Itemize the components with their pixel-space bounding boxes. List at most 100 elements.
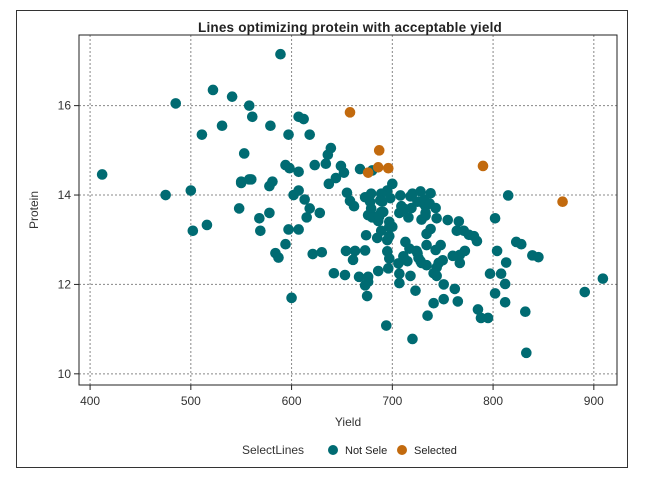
point-not-selected	[293, 185, 304, 196]
point-not-selected	[284, 162, 295, 174]
point-not-selected	[394, 268, 405, 279]
point-not-selected	[437, 254, 449, 266]
point-not-selected	[299, 194, 310, 205]
point-not-selected	[233, 203, 245, 214]
point-selected	[382, 162, 394, 174]
point-not-selected	[407, 333, 418, 345]
point-not-selected	[364, 196, 376, 208]
point-not-selected	[338, 167, 350, 178]
point-not-selected	[579, 286, 591, 298]
point-not-selected	[265, 120, 276, 132]
point-not-selected	[421, 239, 432, 251]
point-not-selected	[387, 221, 398, 233]
point-not-selected	[447, 250, 459, 262]
point-not-selected	[298, 113, 309, 125]
chart-title: Lines optimizing protein with acceptable…	[198, 20, 502, 35]
point-selected	[557, 196, 568, 208]
point-not-selected	[322, 149, 334, 161]
point-not-selected	[353, 271, 365, 283]
y-tick-label: 16	[58, 99, 72, 113]
point-not-selected	[395, 190, 406, 201]
point-not-selected	[394, 277, 405, 289]
x-tick-label: 600	[282, 394, 302, 408]
point-not-selected	[255, 225, 266, 237]
point-not-selected	[385, 192, 396, 204]
legend-label-selected: Selected	[414, 445, 457, 457]
point-not-selected	[301, 212, 312, 223]
point-not-selected	[475, 312, 487, 324]
point-not-selected	[489, 212, 501, 224]
point-not-selected	[359, 245, 371, 256]
x-axis-label: Yield	[335, 415, 361, 429]
chart-frame	[16, 10, 628, 468]
x-tick-label: 800	[483, 394, 503, 408]
point-not-selected	[454, 257, 466, 269]
y-axis: 10 12 14 16	[58, 99, 79, 381]
point-not-selected	[430, 202, 441, 214]
point-selected	[373, 145, 385, 156]
point-not-selected	[170, 98, 182, 109]
point-not-selected	[472, 304, 484, 315]
point-not-selected	[323, 178, 335, 190]
point-not-selected	[399, 203, 410, 215]
y-tick-label: 12	[58, 277, 72, 291]
x-tick-label: 700	[382, 394, 402, 408]
point-not-selected	[246, 111, 258, 123]
legend-marker-selected	[397, 445, 407, 455]
y-axis-label: Protein	[27, 191, 41, 229]
point-not-selected	[430, 244, 441, 256]
point-not-selected	[393, 258, 404, 269]
point-not-selected	[499, 297, 511, 308]
point-not-selected	[489, 288, 501, 299]
point-not-selected	[499, 278, 511, 290]
legend: SelectLines Not Sele Selected	[242, 443, 457, 457]
point-not-selected	[264, 207, 275, 219]
point-not-selected	[520, 306, 531, 317]
point-not-selected	[361, 290, 373, 302]
point-not-selected	[421, 228, 432, 240]
point-selected	[477, 160, 489, 172]
x-tick-label: 500	[181, 394, 201, 408]
point-not-selected	[187, 225, 199, 237]
point-not-selected	[340, 245, 352, 257]
point-not-selected	[495, 268, 507, 279]
point-not-selected	[307, 248, 319, 260]
point-not-selected	[428, 297, 439, 309]
point-selected	[344, 107, 356, 118]
point-not-selected	[283, 129, 294, 140]
point-not-selected	[403, 212, 414, 223]
point-not-selected	[360, 229, 372, 241]
point-not-selected	[449, 283, 461, 295]
point-not-selected	[160, 189, 171, 201]
point-not-selected	[415, 186, 426, 197]
point-not-selected	[365, 188, 377, 199]
x-tick-label: 900	[584, 394, 604, 408]
point-not-selected	[347, 254, 359, 266]
point-not-selected	[293, 224, 304, 235]
legend-label-not-selected: Not Sele	[345, 445, 387, 457]
data-points	[96, 48, 609, 359]
point-not-selected	[405, 270, 416, 282]
plot-area	[78, 34, 618, 386]
point-not-selected	[235, 176, 247, 187]
point-not-selected	[304, 129, 316, 140]
point-not-selected	[207, 84, 219, 96]
legend-marker-not-selected	[328, 445, 338, 455]
point-not-selected	[515, 238, 527, 250]
point-not-selected	[402, 255, 413, 267]
point-not-selected	[273, 252, 284, 263]
point-not-selected	[275, 48, 286, 60]
point-not-selected	[243, 174, 255, 185]
y-tick-label: 14	[58, 188, 72, 202]
point-not-selected	[216, 120, 228, 132]
point-selected	[362, 167, 374, 178]
point-not-selected	[267, 176, 278, 187]
point-not-selected	[348, 200, 360, 212]
point-not-selected	[502, 190, 514, 201]
point-not-selected	[382, 263, 394, 274]
gridlines	[79, 35, 617, 385]
point-not-selected	[283, 224, 294, 235]
point-not-selected	[304, 203, 316, 214]
y-tick-label: 10	[58, 367, 72, 381]
point-not-selected	[384, 253, 395, 264]
